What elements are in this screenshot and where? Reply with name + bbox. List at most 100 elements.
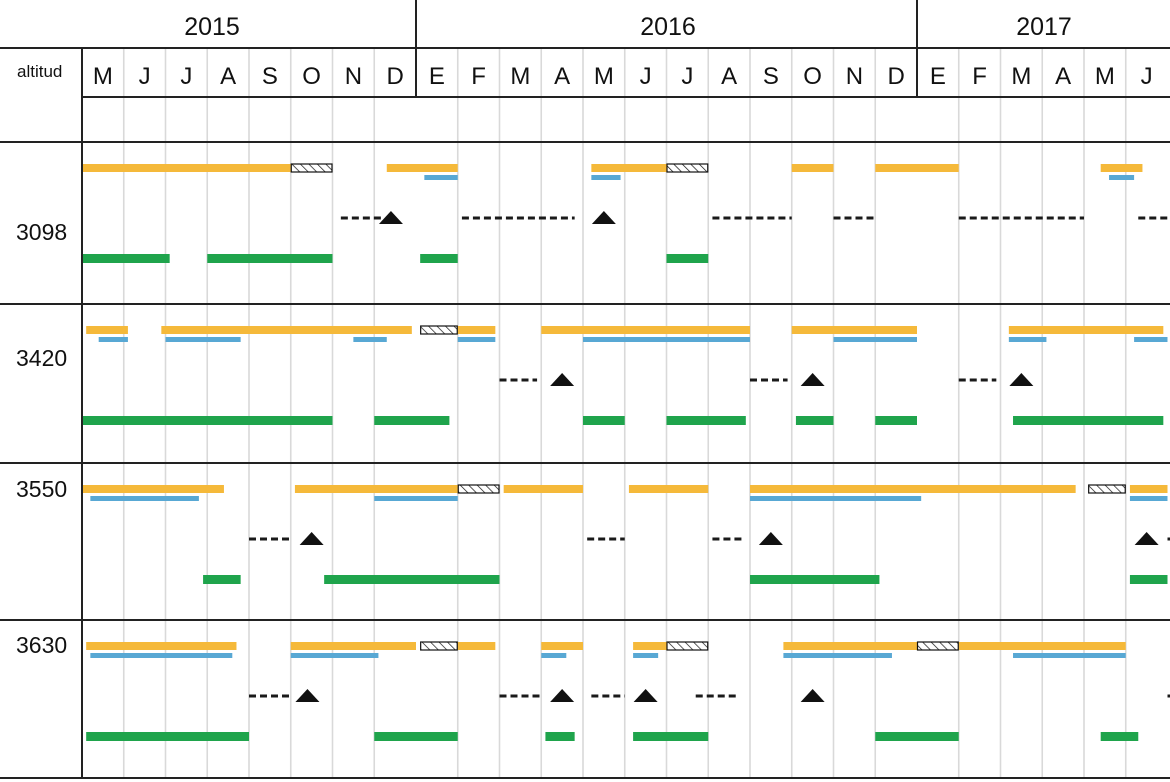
blue-bar [1013, 653, 1126, 658]
green-bar [750, 575, 880, 584]
blue-bar [833, 337, 917, 342]
green-bar [374, 416, 450, 425]
triangle-marker [295, 689, 320, 702]
orange-bar [161, 326, 412, 334]
orange-bar [633, 642, 667, 650]
month-label: E [930, 63, 946, 90]
orange-bar [628, 485, 709, 493]
triangle-marker [1134, 532, 1159, 545]
green-bar [633, 732, 709, 741]
month-label: N [846, 63, 863, 90]
orange-bar [958, 642, 1126, 650]
hatched-bar [1088, 484, 1126, 494]
triangle-marker [550, 373, 575, 386]
green-bar [1100, 732, 1139, 741]
year-label: 2016 [640, 13, 696, 41]
green-bar [583, 416, 625, 425]
blue-bar [90, 653, 233, 658]
blue-bar [353, 337, 387, 342]
orange-bar [791, 326, 917, 334]
triangle-marker [550, 689, 575, 702]
hatched-bar [666, 641, 709, 651]
orange-bar [1008, 326, 1164, 334]
orange-bar [457, 642, 496, 650]
orange-bar [386, 164, 458, 172]
month-label: M [1095, 63, 1115, 90]
triangle-marker [299, 532, 324, 545]
triangle-marker [591, 211, 616, 224]
blue-bar [165, 337, 241, 342]
green-bar [795, 416, 834, 425]
orange-bar [541, 642, 583, 650]
orange-bar [82, 164, 291, 172]
blue-bar [583, 337, 750, 342]
month-label: J [681, 63, 693, 90]
orange-bar [541, 326, 750, 334]
month-label: J [139, 63, 151, 90]
green-bar [666, 416, 746, 425]
blue-bar [98, 337, 128, 342]
blue-bar [1008, 337, 1047, 342]
green-bar [420, 254, 458, 263]
altitude-label: 3550 [16, 476, 67, 502]
month-label: F [972, 63, 987, 90]
month-label: S [763, 63, 779, 90]
altitude-label: 3098 [16, 219, 67, 245]
blue-bar [1134, 337, 1168, 342]
month-label: A [721, 63, 737, 90]
blue-bar [290, 653, 379, 658]
orange-bar [82, 485, 224, 493]
blue-bar [633, 653, 659, 658]
month-label: S [262, 63, 278, 90]
month-label: F [471, 63, 486, 90]
orange-bar [1129, 485, 1168, 493]
orange-bar [750, 485, 1076, 493]
green-bar [86, 732, 249, 741]
month-label: J [1141, 63, 1153, 90]
month-label: J [640, 63, 652, 90]
month-label: J [180, 63, 192, 90]
month-label: M [1011, 63, 1031, 90]
triangle-marker [800, 689, 825, 702]
green-bar [374, 732, 458, 741]
month-label: N [345, 63, 362, 90]
blue-bar [750, 496, 922, 501]
green-bar [875, 416, 917, 425]
month-label: D [386, 63, 403, 90]
month-label: M [594, 63, 614, 90]
hatched-bar [666, 163, 709, 173]
green-bar [82, 254, 170, 263]
orange-bar [875, 164, 959, 172]
green-bar [1013, 416, 1164, 425]
orange-bar [294, 485, 458, 493]
blue-bar [541, 653, 567, 658]
hatched-bar [420, 641, 458, 651]
blue-bar [457, 337, 496, 342]
green-bar [666, 254, 709, 263]
triangle-marker [800, 373, 825, 386]
blue-bar [591, 175, 621, 180]
green-bar [545, 732, 575, 741]
blue-bar [374, 496, 458, 501]
orange-bar [86, 642, 237, 650]
month-label: O [302, 63, 321, 90]
green-bar [82, 416, 333, 425]
triangle-marker [758, 532, 783, 545]
month-label: A [1055, 63, 1071, 90]
month-label: O [803, 63, 822, 90]
blue-bar [783, 653, 892, 658]
orange-bar [591, 164, 667, 172]
hatched-bar [290, 163, 333, 173]
month-label: M [93, 63, 113, 90]
hatched-bar [457, 484, 500, 494]
month-label: A [220, 63, 236, 90]
phenology-bars [82, 163, 1170, 741]
month-label: M [510, 63, 530, 90]
grid-lines [122, 48, 1127, 778]
orange-bar [1100, 164, 1143, 172]
month-label: E [429, 63, 445, 90]
orange-bar [791, 164, 834, 172]
triangle-marker [378, 211, 403, 224]
